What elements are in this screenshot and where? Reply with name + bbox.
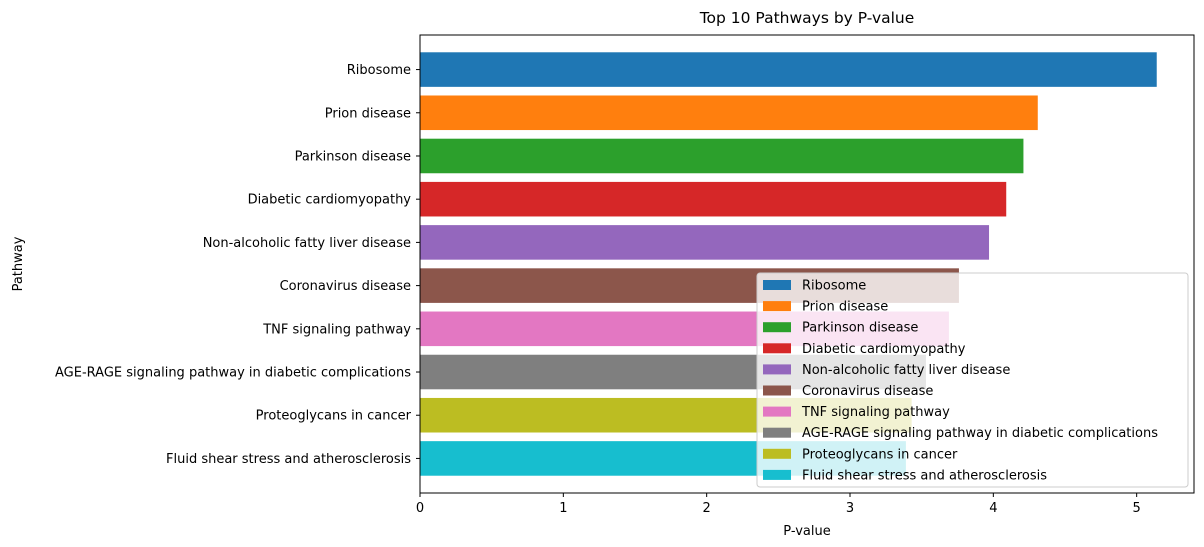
legend-label-6: TNF signaling pathway	[801, 405, 950, 420]
bar-1	[420, 95, 1038, 131]
y-tick-label-3: Diabetic cardiomyopathy	[248, 193, 412, 208]
bar-3	[420, 181, 1007, 217]
legend-swatch-2	[763, 322, 791, 333]
x-axis-ticks: 0 1 2 3 4 5	[416, 493, 1141, 516]
x-tick-label-3: 3	[846, 501, 854, 516]
x-axis-title: P-value	[783, 524, 830, 539]
plot-frame	[419, 34, 1195, 494]
y-axis-title: Pathway	[11, 236, 26, 291]
x-tick-label-4: 4	[989, 501, 997, 516]
axes	[419, 34, 1195, 494]
y-tick-label-5: Coronavirus disease	[280, 279, 411, 294]
legend-label-5: Coronavirus disease	[802, 384, 933, 399]
x-tick-label-2: 2	[703, 501, 711, 516]
legend-label-0: Ribosome	[802, 279, 866, 294]
legend-label-8: Proteoglycans in cancer	[802, 447, 958, 462]
y-tick-label-4: Non-alcoholic fatty liver disease	[203, 236, 411, 251]
legend-swatch-9	[763, 469, 791, 480]
legend-label-3: Diabetic cardiomyopathy	[802, 342, 966, 357]
x-tick-label-1: 1	[559, 501, 567, 516]
y-tick-label-0: Ribosome	[347, 63, 411, 78]
y-tick-label-7: AGE-RAGE signaling pathway in diabetic c…	[55, 366, 411, 381]
legend-label-4: Non-alcoholic fatty liver disease	[802, 363, 1010, 378]
y-tick-label-2: Parkinson disease	[295, 149, 411, 164]
x-tick-label-5: 5	[1133, 501, 1141, 516]
y-tick-label-1: Prion disease	[325, 106, 411, 121]
legend-swatch-3	[763, 343, 791, 354]
y-tick-label-8: Proteoglycans in cancer	[256, 409, 412, 424]
bar-4	[420, 225, 990, 260]
legend-swatch-0	[763, 280, 791, 290]
legend-label-9: Fluid shear stress and atherosclerosis	[802, 468, 1047, 483]
chart-title: Top 10 Pathways by P-value	[699, 9, 915, 27]
legend-label-7: AGE-RAGE signaling pathway in diabetic c…	[802, 426, 1158, 441]
legend-swatch-8	[763, 448, 791, 459]
bar-2	[420, 138, 1024, 174]
y-axis-ticks: Ribosome Prion disease Parkinson disease Di…	[55, 63, 420, 467]
legend-swatch-7	[763, 427, 791, 438]
legend: Ribosome Prion disease Parkinson disease Di…	[756, 272, 1189, 488]
legend-box	[756, 272, 1189, 488]
legend-label-1: Prion disease	[802, 300, 888, 315]
y-tick-label-6: TNF signaling pathway	[262, 322, 411, 337]
bar-0	[420, 52, 1157, 87]
legend-swatch-4	[763, 364, 791, 375]
legend-swatch-5	[763, 385, 791, 396]
legend-swatch-6	[763, 406, 791, 417]
x-tick-label-0: 0	[416, 501, 424, 516]
legend-swatch-1	[763, 301, 791, 312]
legend-label-2: Parkinson disease	[802, 321, 918, 336]
y-tick-label-9: Fluid shear stress and atherosclerosis	[166, 452, 411, 467]
